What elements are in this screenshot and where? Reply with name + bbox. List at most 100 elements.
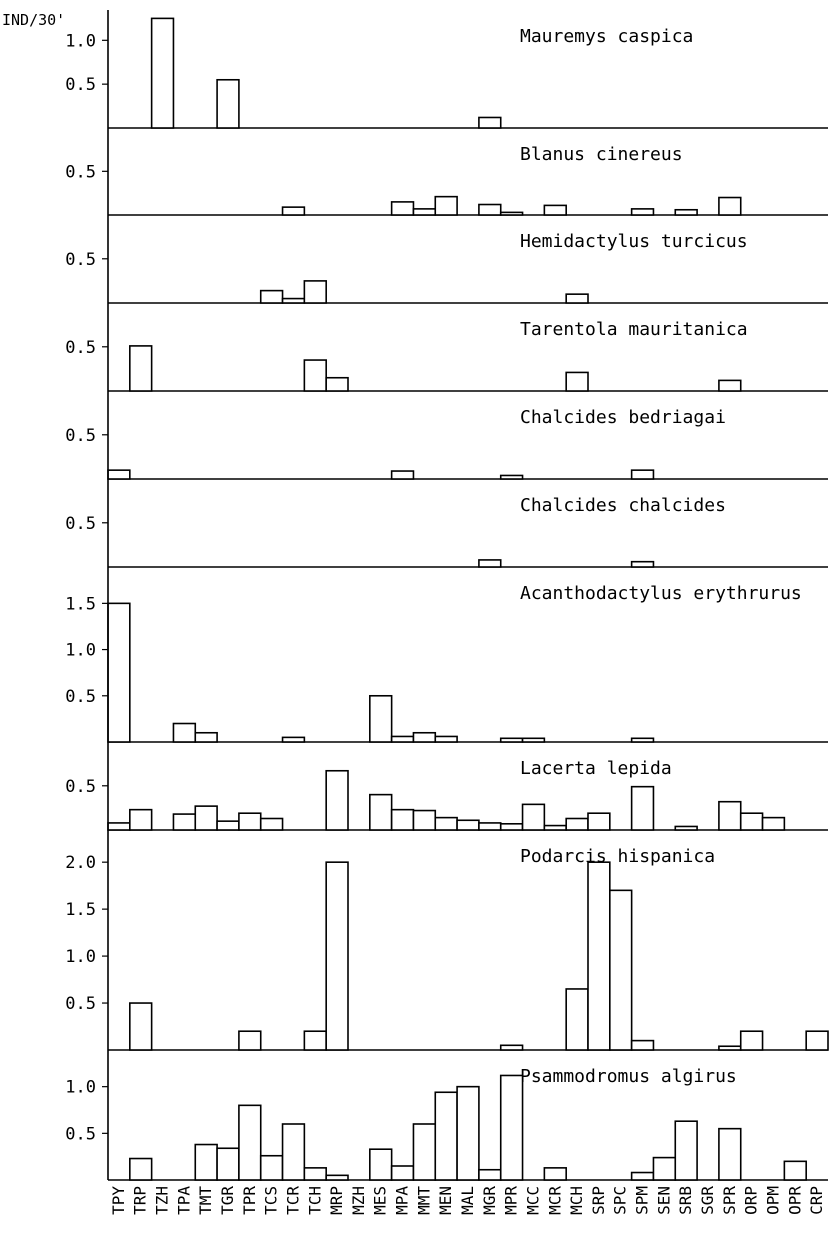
panel-6: 0.5 Chalcides chalcides [65, 495, 828, 568]
bar-ORP [739, 812, 764, 831]
bar-SPM [630, 560, 655, 568]
panel-title: Mauremys caspica [520, 26, 693, 47]
category-label-TMT: TMT [196, 1186, 215, 1215]
category-label-MCC: MCC [523, 1186, 542, 1215]
category-label-TPR: TPR [240, 1186, 259, 1215]
bar-TMT [194, 731, 218, 743]
bar-TRP [129, 1002, 153, 1051]
panel-title: Blanus cinereus [520, 144, 683, 165]
bar-MPA [390, 1165, 415, 1181]
category-label-MMT: MMT [414, 1186, 433, 1215]
bar-MPR [499, 211, 524, 216]
category-label-TPA: TPA [174, 1186, 193, 1215]
category-label-MCR: MCR [545, 1186, 564, 1215]
panel-title: Psammodromus algirus [520, 1066, 737, 1087]
category-label-SGR: SGR [698, 1186, 717, 1215]
bar-MEN [434, 1091, 458, 1181]
panel-title: Lacerta lepida [520, 758, 672, 779]
category-label-ORP: ORP [742, 1186, 761, 1215]
y-tick-label: 0.5 [65, 687, 96, 707]
bar-TGR [216, 1147, 240, 1181]
y-tick-label: 0.5 [65, 777, 96, 797]
category-label-OPR: OPR [785, 1186, 804, 1215]
bar-TCS [259, 289, 284, 304]
category-label-SEN: SEN [654, 1186, 673, 1215]
panel-1: 0.5 1.0 Mauremys caspica [65, 17, 828, 129]
bar-SRB [674, 825, 698, 831]
category-label-MEN: MEN [436, 1186, 455, 1215]
y-tick-label: 1.0 [65, 1078, 96, 1098]
bar-MGR [478, 822, 502, 831]
category-label-SPC: SPC [611, 1186, 630, 1215]
bar-MPA [390, 470, 415, 480]
bar-TCS [259, 1154, 284, 1181]
bar-MMT [412, 208, 437, 216]
bar-MMT [412, 1123, 437, 1181]
bar-MCH [565, 371, 589, 392]
bar-SPR [718, 379, 742, 392]
panel-title: Hemidactylus turcicus [520, 231, 748, 252]
bar-TCH [303, 359, 327, 392]
bar-SPR [718, 800, 742, 831]
bar-MRP [325, 769, 349, 831]
bar-MPR [499, 1044, 524, 1051]
bar-SPM [630, 208, 655, 216]
bar-CRP [805, 1030, 829, 1051]
category-label-TPY: TPY [109, 1186, 128, 1215]
bar-TZH [150, 17, 175, 129]
bar-TCH [303, 280, 327, 304]
bar-SRP [587, 812, 611, 831]
y-tick-label: 0.5 [65, 338, 96, 358]
bar-MCR [543, 204, 567, 216]
bar-TGR [216, 820, 240, 831]
bar-ORP [739, 1030, 764, 1051]
bar-TRP [129, 345, 153, 392]
bar-SRB [674, 1120, 698, 1181]
bar-SPM [630, 737, 655, 743]
bar-MGR [478, 559, 502, 568]
bar-TCS [259, 817, 284, 831]
category-label-TCS: TCS [262, 1186, 281, 1215]
category-label-TZH: TZH [153, 1186, 172, 1215]
y-tick-label: 0.5 [65, 1124, 96, 1144]
bar-MMT [412, 731, 437, 743]
bar-MPA [390, 808, 415, 831]
category-label-MRP: MRP [327, 1186, 346, 1215]
y-axis-unit-label: IND/30' [2, 11, 65, 29]
y-tick-label: 0.5 [65, 994, 96, 1014]
category-label-MES: MES [371, 1186, 390, 1215]
category-label-SPR: SPR [720, 1186, 739, 1215]
y-tick-label: 2.0 [65, 853, 96, 873]
bar-TCR [281, 206, 306, 216]
bar-TPY [107, 822, 131, 831]
category-label-MPR: MPR [502, 1186, 521, 1215]
y-tick-label: 1.5 [65, 900, 96, 920]
bar-MGR [478, 116, 502, 129]
category-label-MCH: MCH [567, 1186, 586, 1215]
bar-TCR [281, 297, 306, 304]
category-label-MGR: MGR [480, 1186, 499, 1215]
bar-SPM [630, 469, 655, 480]
y-tick-label: 1.5 [65, 594, 96, 614]
bar-TPR [238, 1030, 262, 1051]
bar-MPR [499, 1074, 524, 1181]
bar-MRP [325, 376, 349, 392]
bar-TPA [172, 813, 197, 831]
panel-title: Chalcides bedriagai [520, 407, 726, 428]
category-label-SRB: SRB [676, 1186, 695, 1215]
bar-SPC [609, 889, 633, 1051]
bar-MGR [478, 203, 502, 216]
panel-title: Chalcides chalcides [520, 495, 726, 516]
category-label-TGR: TGR [218, 1186, 237, 1215]
bar-MPR [499, 474, 524, 480]
bar-TRP [129, 808, 153, 831]
bar-TMT [194, 1143, 218, 1181]
bar-MES [369, 1148, 393, 1181]
y-tick-label: 0.5 [65, 75, 96, 95]
bar-MPR [499, 823, 524, 831]
panel-title: Acanthodactylus erythrurus [520, 583, 802, 604]
bar-MCC [521, 803, 546, 831]
bar-TPR [238, 812, 262, 831]
y-tick-label: 1.0 [65, 31, 96, 51]
